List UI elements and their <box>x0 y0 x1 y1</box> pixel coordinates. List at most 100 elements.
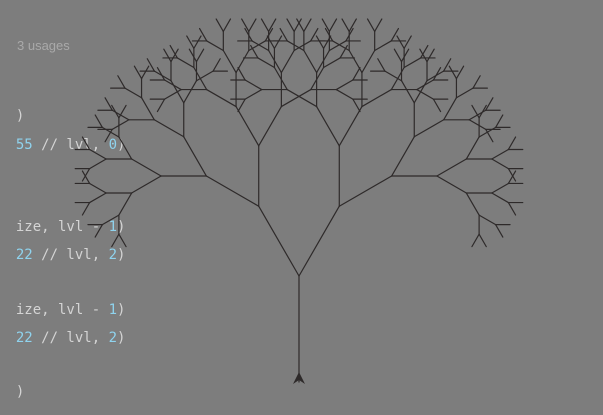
tree-branch <box>268 18 277 32</box>
tree-branch <box>183 80 198 104</box>
tree-branch <box>316 49 330 74</box>
tree-branch <box>104 128 113 143</box>
tree-branch <box>81 170 91 185</box>
tree-branch <box>260 18 270 32</box>
tree-branch <box>403 35 412 49</box>
tree-branch <box>384 70 403 82</box>
tree-branch <box>81 136 91 151</box>
tree-branch <box>163 48 172 63</box>
code-token: ize, lvl - <box>15 219 109 235</box>
tree-branch <box>118 104 127 119</box>
tree-branch <box>374 18 383 32</box>
tree-branch <box>118 136 133 160</box>
tree-branch <box>391 136 415 177</box>
tree-branch <box>133 65 143 80</box>
tree-branch <box>426 70 445 82</box>
tree-branch <box>471 104 480 119</box>
tree-branch <box>338 175 393 207</box>
tree-branch <box>366 18 376 32</box>
tree-branch <box>393 48 403 63</box>
tree-branch <box>163 79 182 91</box>
tree-branch <box>266 35 276 49</box>
tree-branch <box>88 158 107 170</box>
tree-branch <box>131 158 162 177</box>
tree-branch <box>163 88 182 100</box>
tree-branch <box>193 35 202 49</box>
turtle-arrow-icon <box>293 372 305 384</box>
tree-branch <box>250 44 259 59</box>
tree-branch <box>244 79 263 91</box>
tree-branch <box>495 224 504 238</box>
tree-branch <box>169 44 178 59</box>
code-token: 22 <box>15 330 33 346</box>
tree-branch <box>491 158 509 170</box>
code-line-7: ) <box>0 368 24 400</box>
tree-branch <box>88 192 107 204</box>
code-token: 1 <box>108 219 118 235</box>
tree-branch <box>448 65 458 80</box>
tree-branch <box>111 233 120 248</box>
tree-branch <box>140 65 150 80</box>
tree-branch <box>296 18 305 32</box>
tree-branch <box>413 80 428 104</box>
tree-branch <box>244 27 253 42</box>
tree-branch <box>419 48 428 63</box>
code-token: ize, lvl - <box>15 302 109 318</box>
tree-branch <box>195 70 214 82</box>
tree-branch <box>341 18 350 32</box>
tree-branch <box>303 18 312 32</box>
tree-branch <box>258 105 282 147</box>
tree-branch <box>286 18 295 32</box>
tree-branch <box>420 44 429 59</box>
code-token: ) <box>117 330 126 346</box>
tree-branch <box>436 158 467 177</box>
fractal-tree <box>74 18 524 383</box>
tree-branch <box>212 58 221 72</box>
tree-branch <box>361 88 392 108</box>
code-line-2: 55 // lvl, 0) <box>0 121 126 153</box>
code-token: 55 <box>15 137 33 153</box>
code-line-4: 22 // lvl, 2) <box>0 231 126 263</box>
tree-branch <box>111 109 130 121</box>
tree-branch <box>332 40 350 52</box>
code-token: ) <box>15 108 25 124</box>
tree-branch <box>442 58 452 72</box>
tree-branch <box>170 48 179 63</box>
tree-branch <box>286 88 318 108</box>
tree-branch <box>104 97 113 111</box>
usages-hint[interactable]: 3 usages <box>17 38 70 53</box>
tree-branch <box>183 136 207 177</box>
code-token: 2 <box>108 247 118 263</box>
tree-branch <box>153 119 185 138</box>
tree-branch <box>455 87 474 99</box>
tree-branch <box>248 40 266 52</box>
tree-branch <box>131 175 162 194</box>
tree-branch <box>335 79 354 91</box>
tree-branch <box>244 88 263 100</box>
tree-branch <box>279 27 288 42</box>
tree-branch <box>251 40 270 52</box>
tree-branch <box>205 175 260 207</box>
tree-branch <box>257 57 276 69</box>
tree-branch <box>507 170 517 185</box>
code-token: // lvl, <box>32 330 109 346</box>
tree-branch <box>248 18 257 32</box>
tree-branch <box>465 192 480 216</box>
tree-branch <box>472 75 481 89</box>
code-line-6: 22 // lvl, 2) <box>0 314 126 346</box>
code-line-5: ize, lvl - 1) <box>0 286 126 318</box>
tree-branch <box>328 40 347 52</box>
tree-branch <box>117 75 126 89</box>
tree-branch <box>258 205 300 277</box>
tree-branch <box>377 58 386 72</box>
tree-branch <box>88 182 107 194</box>
tree-branch <box>222 18 232 32</box>
tree-branch <box>235 49 250 74</box>
tree-branch <box>222 49 237 74</box>
tree-branch <box>322 57 341 69</box>
tree-branch <box>361 49 376 74</box>
code-token: ) <box>117 219 126 235</box>
tree-branch <box>335 88 354 100</box>
